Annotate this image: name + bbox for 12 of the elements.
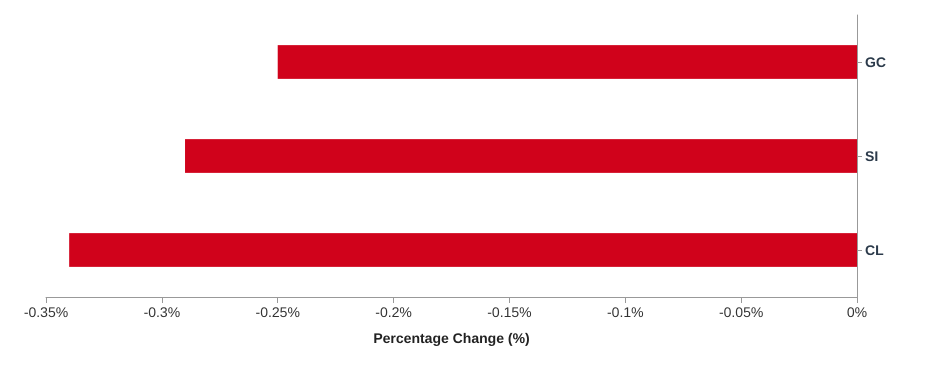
x-axis-title: Percentage Change (%) — [373, 330, 530, 346]
y-tick-label: CL — [865, 242, 884, 258]
x-tick-label: -0.25% — [256, 304, 300, 320]
y-tick-label: SI — [865, 148, 878, 164]
x-tick-label: -0.1% — [606, 304, 644, 320]
y-tick-label: GC — [865, 54, 886, 70]
x-tick-label: -0.3% — [144, 304, 180, 320]
x-tick-label: 0% — [846, 304, 868, 320]
x-tick-label: -0.2% — [375, 304, 412, 320]
x-tick-label: -0.05% — [718, 304, 764, 320]
x-tick-label: -0.15% — [487, 304, 532, 320]
x-tick-label: -0.35% — [24, 304, 68, 320]
